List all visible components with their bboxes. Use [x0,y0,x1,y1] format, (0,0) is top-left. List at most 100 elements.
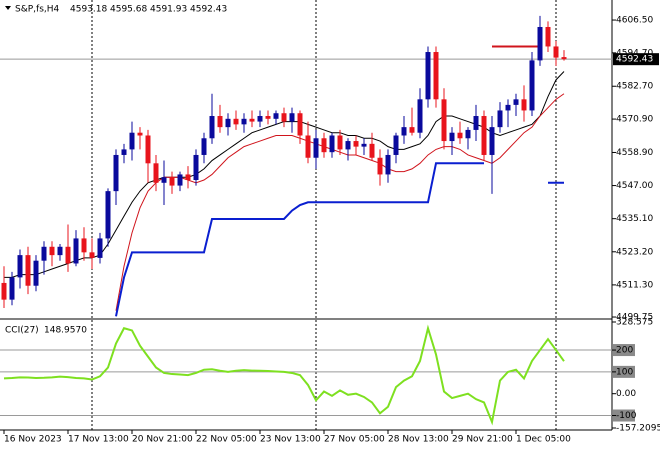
candle-body [337,135,343,150]
candle-body [217,116,223,128]
candle [193,149,199,186]
y-tick-label: 100 [616,367,633,377]
candle [361,138,367,155]
close-value: 4592.43 [190,5,227,15]
candle [273,110,279,125]
indicator-line [3,324,565,426]
candle-body [409,127,415,133]
candle [425,46,431,108]
candle [113,149,119,206]
candle [9,271,15,306]
candle [553,40,559,66]
candle [505,99,511,128]
candle [433,46,439,108]
candle-body [1,282,7,300]
candle [281,107,287,128]
candle-body [385,154,391,175]
candle-body [329,135,335,153]
y-tick-label: 4523.20 [616,247,653,257]
candle [337,129,343,155]
candle [297,110,303,144]
y-tick-label: 4606.50 [616,16,653,26]
candle [265,110,271,125]
symbol: S&P,fs,H4 [15,5,60,15]
candle [289,107,295,133]
candle-body [129,132,135,150]
overlay-line [115,162,564,317]
candle-body [89,252,95,258]
candle [537,15,543,66]
y-tick-label: 4499.75 [616,313,653,323]
x-tick-label: 20 Nov 21:00 [132,435,193,445]
candle [97,232,103,264]
candle-body [241,118,247,125]
y-tick-label: 4582.70 [616,82,653,92]
candle [377,149,383,186]
candle [241,113,247,133]
candle [81,227,87,261]
candle-body [377,157,383,175]
y-tick-label: -157.2095 [616,424,660,434]
candle-body [209,116,215,139]
candle [345,138,351,161]
candle-body [561,57,567,60]
candle [521,85,527,122]
candle [225,113,231,136]
candle [401,116,407,144]
candle-body [201,138,207,155]
candle [545,21,551,53]
y-tick-label: 200 [616,346,633,356]
x-tick-label: 1 Dec 05:00 [516,435,571,445]
y-tick-label: -100 [616,411,637,421]
open-value: 4593.18 [70,5,107,15]
indicator-name: CCI(27) [5,326,39,336]
candle [513,93,519,117]
x-tick-label: 29 Nov 21:00 [452,435,513,445]
candle-body [25,255,31,286]
candle [209,93,215,144]
candle [409,107,415,136]
candle-body [497,110,503,128]
candle-body [49,246,55,256]
x-tick-label: 23 Nov 13:00 [260,435,321,445]
x-tick-label: 28 Nov 13:00 [388,435,449,445]
candle [233,110,239,130]
candle [497,102,503,133]
candle-body [449,132,455,142]
candle-body [193,154,199,181]
candle-body [473,116,479,130]
level-label-box [613,344,635,357]
y-tick-label: 4535.10 [616,214,653,224]
candle-body [257,116,263,122]
candle-body [97,238,103,258]
candle-body [289,113,295,122]
level-label-box [613,365,635,378]
x-tick-label: 27 Nov 05:00 [324,435,385,445]
candle-body [481,116,487,155]
candle-body [65,246,71,264]
candle [49,241,55,267]
candle [25,246,31,295]
candle-body [321,138,327,153]
candle-body [305,135,311,158]
x-tick-label: 17 Nov 13:00 [68,435,129,445]
candle-body [249,118,255,122]
y-tick-label: 4570.90 [616,115,653,125]
candle [177,171,183,192]
x-tick-label: 16 Nov 2023 [4,435,62,445]
candle-body [513,99,519,105]
candle [121,143,127,164]
candle [441,88,447,150]
y-tick-label: 4511.30 [616,280,653,290]
candle [145,129,151,183]
candle [385,149,391,183]
y-tick-label: 328.575 [616,318,653,328]
candle [201,132,207,164]
candle-body [145,135,151,164]
candle-body [529,60,535,111]
candle-body [121,149,127,155]
candle-body [361,143,367,147]
candle-body [41,246,47,261]
candle [353,135,359,155]
